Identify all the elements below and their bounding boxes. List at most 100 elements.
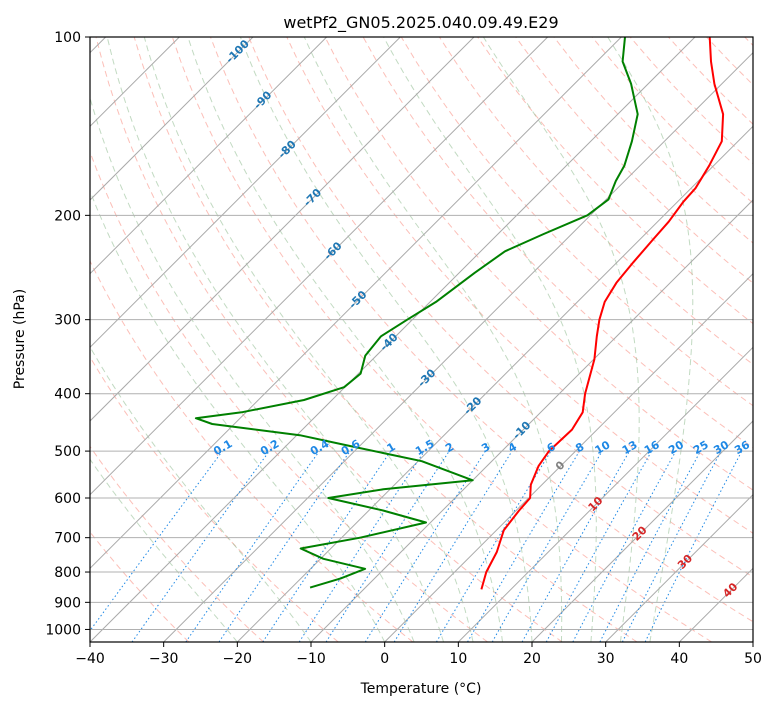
y-tick-label: 400 [54, 387, 81, 403]
x-tick-label: 10 [449, 651, 467, 667]
dry-adiabat-line [324, 37, 753, 491]
dry-adiabat-line [248, 37, 753, 578]
y-tick-label: 300 [54, 313, 81, 329]
mixing-ratio-line [521, 450, 630, 642]
dry-adiabat-line [90, 445, 264, 642]
dry-adiabat-line [744, 37, 753, 47]
y-tick-label: 500 [54, 444, 81, 460]
pressure-gridlines [90, 37, 753, 630]
mixing-ratio-line [131, 450, 270, 642]
mixing-ratio-line [599, 450, 701, 642]
mixing-ratio-line [218, 450, 351, 642]
dry-adiabat-line [90, 531, 190, 642]
mixing-ratio-line [90, 450, 223, 632]
isotherm-line [163, 51, 753, 642]
moist-adiabat-line [482, 37, 640, 642]
x-tick-label: 40 [670, 651, 688, 667]
dry-adiabat-line [95, 37, 563, 642]
isotherm-line [236, 125, 753, 642]
mixing-ratio-line [325, 450, 450, 642]
mixing-ratio-label: 25 [691, 438, 711, 457]
isotherm-label: -100 [223, 37, 252, 66]
x-tick-label: 20 [523, 651, 541, 667]
isotherm-line [90, 37, 696, 642]
dry-adiabat-line [591, 37, 753, 204]
y-tick-label: 800 [54, 565, 81, 581]
mixing-ratio-label: 1.5 [413, 437, 436, 458]
isotherm-line [384, 272, 753, 642]
mixing-ratio-label: 30 [711, 438, 731, 457]
mixing-ratio-label: 36 [732, 438, 752, 457]
x-tick-label: −10 [296, 651, 326, 667]
mixing-ratio-line [644, 450, 743, 642]
y-tick-label: 1000 [45, 622, 81, 638]
mixing-ratio-line [185, 450, 320, 642]
dry-adiabat-line [210, 37, 753, 623]
mixing-ratio-label: 13 [620, 438, 640, 457]
dry-adiabat-line [171, 37, 712, 642]
y-tick-label: 900 [54, 595, 81, 611]
isotherm-line [752, 641, 753, 642]
y-tick-label: 200 [54, 208, 81, 224]
mixing-ratio-line [262, 450, 392, 642]
dry-adiabat-line [90, 259, 414, 642]
x-tick-label: −20 [223, 651, 253, 667]
x-tick-label: −30 [149, 651, 179, 667]
mixing-ratio-line [364, 450, 486, 642]
moist-adiabat-line [607, 37, 694, 642]
mixing-ratio-label: 10 [593, 438, 613, 457]
isotherm-line [605, 493, 753, 642]
x-tick-label: 30 [597, 651, 615, 667]
mixing-ratio-label: 0.6 [339, 437, 363, 458]
isotherm-line [90, 37, 254, 201]
isotherm-line [90, 37, 401, 349]
plot-area: -100-90-80-70-60-50-40-30-20-10010203040… [90, 37, 753, 642]
y-tick-label: 700 [54, 531, 81, 547]
mixing-ratio-lines [90, 450, 743, 642]
axes: −40 −30 −20 −10 0 10 20 30 40 50 100 200 300 400 500 60… [45, 30, 762, 667]
sounding-profiles [194, 37, 725, 590]
mixing-ratio-label: 0.4 [308, 437, 332, 458]
moist-adiabat-line [239, 37, 533, 642]
mixing-ratio-line [545, 450, 653, 642]
mixing-ratio-label: 2 [443, 440, 456, 455]
y-axis-title: Pressure (hPa) [12, 289, 28, 389]
moist-adiabat-line [90, 345, 312, 642]
isotherm-line [90, 37, 622, 570]
isotherm-line [90, 37, 328, 275]
moist-adiabat-line [90, 458, 238, 642]
isotherm-label: -70 [301, 186, 324, 209]
dry-adiabat-line [515, 37, 753, 284]
dry-adiabat-line [706, 37, 753, 86]
moist-adiabat-line [143, 37, 474, 642]
isotherm-line [531, 420, 753, 642]
isotherm-line [310, 199, 753, 642]
mixing-ratio-label: 4 [506, 440, 519, 455]
moist-adiabat-line [383, 37, 597, 642]
moist-adiabat-line [106, 37, 445, 642]
y-tick-label: 600 [54, 491, 81, 507]
isotherm-line [90, 37, 549, 496]
x-tick-label: 50 [744, 651, 762, 667]
dry-adiabat-line [90, 150, 488, 642]
isotherm-label: -10 [510, 419, 533, 442]
dry-adiabat-line [90, 356, 339, 642]
moist-adiabat-line [303, 37, 563, 642]
mixing-ratio-line [298, 450, 425, 642]
contour-labels: -100-90-80-70-60-50-40-30-20-10010203040… [211, 37, 752, 600]
plot-frame [89, 36, 754, 643]
moist-adiabats [90, 37, 694, 642]
isotherms [90, 37, 753, 642]
isotherm-label: -30 [415, 366, 438, 389]
temperature-profile-line [480, 37, 725, 590]
isotherm-line [678, 567, 753, 642]
x-tick-label: 0 [380, 651, 389, 667]
isotherm-line [457, 346, 753, 642]
mixing-ratio-label: 0.1 [211, 437, 234, 458]
dewpoint-profile-line [194, 37, 639, 589]
dry-adiabats [90, 37, 753, 642]
y-tick-label: 100 [54, 30, 81, 46]
x-tick-label: −40 [75, 651, 105, 667]
x-axis-title: Temperature (°C) [360, 681, 482, 697]
